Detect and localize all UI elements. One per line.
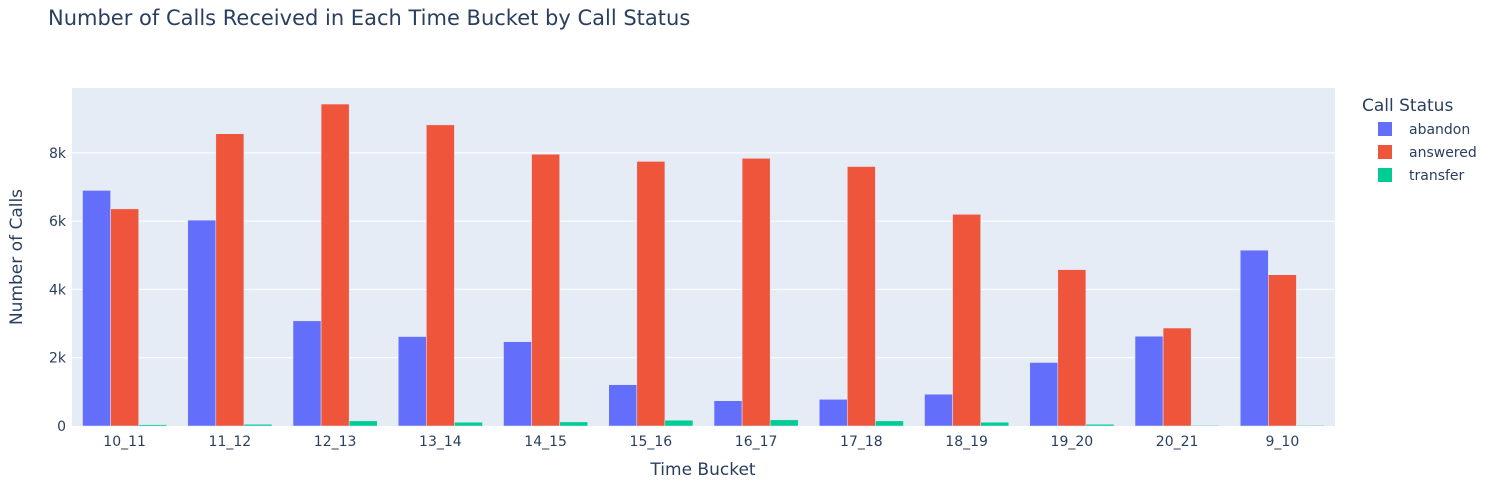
bar-answered bbox=[952, 214, 981, 427]
x-tick-label: 16_17 bbox=[735, 434, 778, 450]
gridlines bbox=[72, 152, 1335, 359]
x-axis-ticks: 10_11 11_12 12_13 13_14 14_15 15_16 16_17 17_18… bbox=[103, 434, 1299, 450]
bar-abandon bbox=[398, 336, 427, 427]
x-tick-label: 11_12 bbox=[209, 434, 252, 450]
bar-transfer bbox=[454, 421, 483, 427]
y-tick-label: 4k bbox=[49, 282, 67, 298]
y-tick-label: 0 bbox=[57, 419, 66, 435]
legend-swatch-abandon bbox=[1378, 122, 1392, 136]
legend-swatch-answered bbox=[1378, 145, 1392, 159]
bars bbox=[82, 103, 1325, 427]
bar-abandon bbox=[292, 320, 322, 427]
bar-abandon bbox=[1134, 335, 1164, 427]
y-tick-label: 8k bbox=[49, 146, 67, 162]
bar-answered bbox=[320, 103, 350, 427]
x-tick-label: 13_14 bbox=[419, 434, 462, 450]
legend-title: Call Status bbox=[1362, 96, 1453, 116]
bar-answered bbox=[847, 166, 876, 427]
y-axis-title: Number of Calls bbox=[7, 189, 27, 325]
bar-transfer bbox=[1190, 425, 1220, 427]
y-axis-ticks: 0 2k 4k 6k 8k bbox=[49, 146, 67, 435]
bar-abandon bbox=[924, 393, 953, 427]
chart-title: Number of Calls Received in Each Time Bu… bbox=[48, 6, 691, 30]
bar-transfer bbox=[348, 420, 378, 427]
bar-abandon bbox=[187, 219, 217, 427]
y-tick-label: 2k bbox=[49, 351, 67, 367]
bar-abandon bbox=[819, 399, 848, 427]
bar-answered bbox=[636, 161, 666, 427]
x-tick-label: 15_16 bbox=[630, 434, 673, 450]
legend-swatch-transfer bbox=[1378, 168, 1392, 182]
x-tick-label: 19_20 bbox=[1051, 434, 1094, 450]
bar-transfer bbox=[559, 421, 588, 427]
y-tick-label: 6k bbox=[49, 214, 67, 230]
bar-transfer bbox=[243, 424, 273, 427]
bar-answered bbox=[1162, 327, 1192, 427]
x-tick-label: 18_19 bbox=[945, 434, 988, 450]
bar-answered bbox=[215, 133, 245, 427]
bar-abandon bbox=[713, 400, 743, 427]
legend-label-abandon: abandon bbox=[1409, 122, 1470, 138]
x-tick-label: 9_10 bbox=[1266, 434, 1300, 450]
bar-answered bbox=[1268, 274, 1297, 427]
x-tick-label: 20_21 bbox=[1156, 434, 1199, 450]
x-tick-label: 17_18 bbox=[840, 434, 883, 450]
bar-answered bbox=[741, 158, 771, 427]
legend-label-answered: answered bbox=[1409, 145, 1477, 161]
legend: Call Status abandon answered transfer bbox=[1362, 96, 1477, 184]
plot-area bbox=[72, 88, 1335, 426]
bar-answered bbox=[110, 208, 139, 427]
bar-abandon bbox=[503, 341, 532, 427]
bar-abandon bbox=[608, 384, 638, 427]
x-tick-label: 14_15 bbox=[524, 434, 567, 450]
bar-abandon bbox=[1240, 249, 1269, 427]
bar-abandon bbox=[82, 190, 111, 427]
bar-transfer bbox=[769, 419, 799, 427]
bar-transfer bbox=[980, 421, 1009, 427]
bar-transfer bbox=[875, 420, 904, 427]
x-tick-label: 12_13 bbox=[314, 434, 357, 450]
bar-answered bbox=[426, 124, 455, 427]
bar-answered bbox=[531, 153, 560, 427]
x-axis-title: Time Bucket bbox=[649, 460, 755, 480]
x-tick-label: 10_11 bbox=[103, 434, 146, 450]
legend-label-transfer: transfer bbox=[1409, 168, 1465, 184]
bar-transfer bbox=[664, 419, 694, 427]
bar-transfer bbox=[1296, 425, 1325, 427]
bar-answered bbox=[1057, 269, 1087, 427]
bar-transfer bbox=[138, 424, 167, 427]
bar-abandon bbox=[1029, 362, 1059, 427]
bar-transfer bbox=[1085, 424, 1115, 427]
